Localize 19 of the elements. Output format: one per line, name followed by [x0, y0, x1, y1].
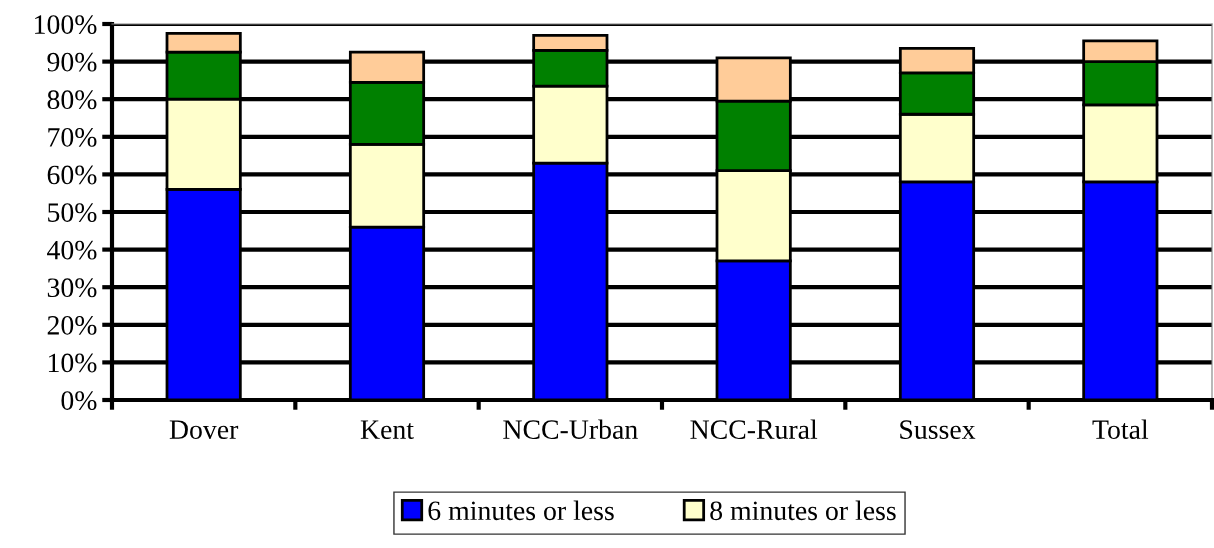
y-tick-label: 70% — [48, 127, 97, 147]
y-tick-label: 100% — [35, 15, 97, 34]
x-tick-label: Total — [1092, 419, 1149, 439]
y-tick-label: 60% — [47, 165, 97, 185]
y-tick-label: 30% — [47, 278, 97, 298]
x-tick-label: NCC-Rural — [690, 419, 818, 439]
x-tick-label: NCC-Urban — [503, 419, 638, 439]
y-tick-label: 90% — [47, 52, 97, 72]
legend-label: 8 minutes or less — [710, 500, 896, 521]
y-tick-label: 50% — [48, 203, 97, 222]
y-tick-label: 0% — [61, 391, 97, 410]
y-tick-label: 10% — [48, 353, 97, 373]
y-tick-label: 20% — [47, 315, 97, 335]
x-tick-label: Sussex — [900, 420, 976, 439]
x-tick-label: Dover — [169, 420, 239, 439]
y-tick-label: 40% — [47, 240, 97, 260]
x-tick-label: Kent — [360, 420, 414, 439]
legend-label: 6 minutes or less — [428, 500, 614, 521]
y-tick-label: 80% — [47, 90, 97, 110]
